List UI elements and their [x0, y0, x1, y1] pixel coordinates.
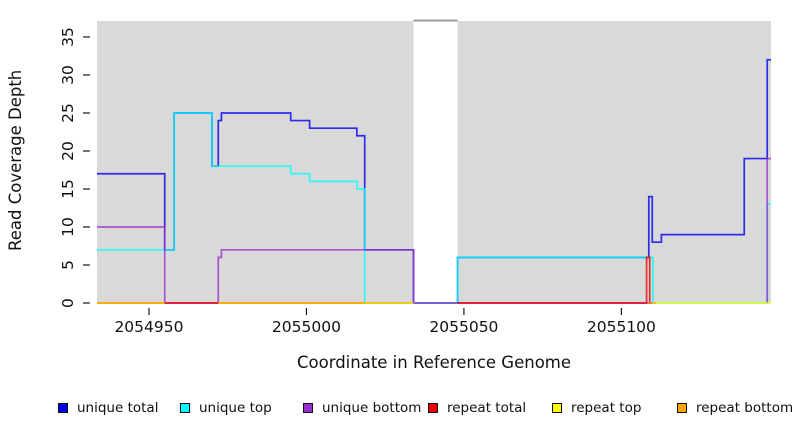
legend-item-repeat-bottom: repeat bottom: [677, 398, 792, 418]
legend-item-repeat-top: repeat top: [552, 398, 641, 418]
legend-item-repeat-total: repeat total: [428, 398, 526, 418]
y-tick-label: 30: [59, 65, 77, 85]
y-tick-label: 5: [59, 260, 77, 270]
legend-label-unique-bottom: unique bottom: [322, 400, 422, 416]
legend-label-unique-top: unique top: [199, 400, 272, 416]
x-axis-title: Coordinate in Reference Genome: [296, 353, 572, 372]
legend-label-unique-total: unique total: [77, 400, 159, 416]
x-tick-label: 2054950: [114, 318, 183, 336]
legend-swatch-repeat-top: [552, 403, 562, 413]
y-tick-label: 25: [59, 103, 77, 123]
legend-label-repeat-bottom: repeat bottom: [696, 400, 792, 416]
legend-label-repeat-total: repeat total: [447, 400, 527, 416]
series-line-unique-top: [97, 112, 771, 304]
legend-item-unique-top: unique top: [180, 398, 272, 418]
legend-label-repeat-top: repeat top: [571, 400, 642, 416]
genome-region: [97, 21, 414, 303]
x-tick-label: 2055100: [587, 318, 656, 336]
y-tick-label: 10: [59, 217, 77, 237]
y-tick-label: 35: [59, 27, 77, 47]
x-tick-label: 2055000: [272, 318, 341, 336]
y-tick-label: 20: [59, 141, 77, 161]
legend-swatch-repeat-bottom: [677, 403, 687, 413]
series-line-unique-bottom: [97, 226, 653, 304]
legend: unique total unique top unique bottom repea…: [0, 398, 792, 422]
legend-swatch-unique-bottom: [303, 403, 313, 413]
y-tick-label: 0: [59, 298, 77, 308]
legend-swatch-repeat-total: [428, 403, 438, 413]
legend-item-unique-bottom: unique bottom: [303, 398, 421, 418]
y-axis-title: Read Coverage Depth: [6, 69, 25, 251]
genome-region: [457, 21, 771, 303]
x-tick-label: 2055050: [429, 318, 498, 336]
legend-swatch-unique-total: [58, 403, 68, 413]
legend-item-unique-total: unique total: [58, 398, 158, 418]
legend-swatch-unique-top: [180, 403, 190, 413]
y-tick-label: 15: [59, 179, 77, 199]
